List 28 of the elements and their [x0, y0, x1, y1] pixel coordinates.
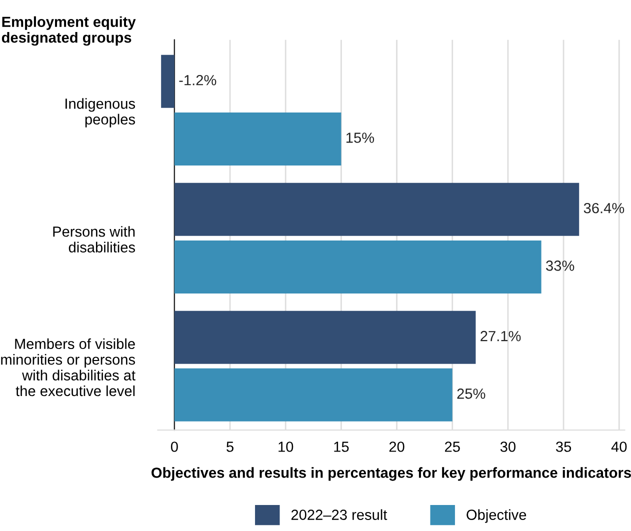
data-label: 25% [457, 388, 486, 399]
x-tick-label: 35 [556, 442, 572, 452]
data-label: 15% [346, 132, 374, 143]
data-label: 36.4% [584, 202, 624, 214]
data-label: 27.1% [480, 330, 521, 342]
x-tick-label: 15 [334, 442, 349, 452]
x-tick-label: 40 [611, 442, 627, 452]
x-tick-label: 30 [500, 442, 516, 452]
data-label: 33% [546, 260, 574, 271]
y-tick-label: Persons with disabilities [53, 226, 136, 253]
x-tick-label: 5 [226, 442, 234, 452]
y-tick-label: Indigenous peoples [66, 98, 136, 128]
y-tick-label: Members of visible minorities or persons with disabilities at the executive level [1, 338, 136, 396]
bar [174, 368, 452, 422]
bar [161, 54, 174, 108]
bar [174, 182, 580, 236]
x-tick-label: 10 [278, 442, 294, 452]
legend-label: Objective [466, 509, 526, 523]
legend-label: 2022–23 result [291, 509, 388, 520]
x-tick-label: 0 [170, 442, 178, 452]
bar [174, 240, 542, 294]
x-tick-label: 20 [389, 442, 404, 452]
y-axis-title: Employment equity designated groups [2, 16, 136, 46]
bar [174, 310, 476, 364]
bar [174, 112, 342, 166]
x-axis-title: Objectives and results in percentages for key performance indicators [152, 467, 631, 481]
data-label: -1.2% [179, 75, 216, 86]
x-tick-label: 25 [444, 442, 460, 452]
